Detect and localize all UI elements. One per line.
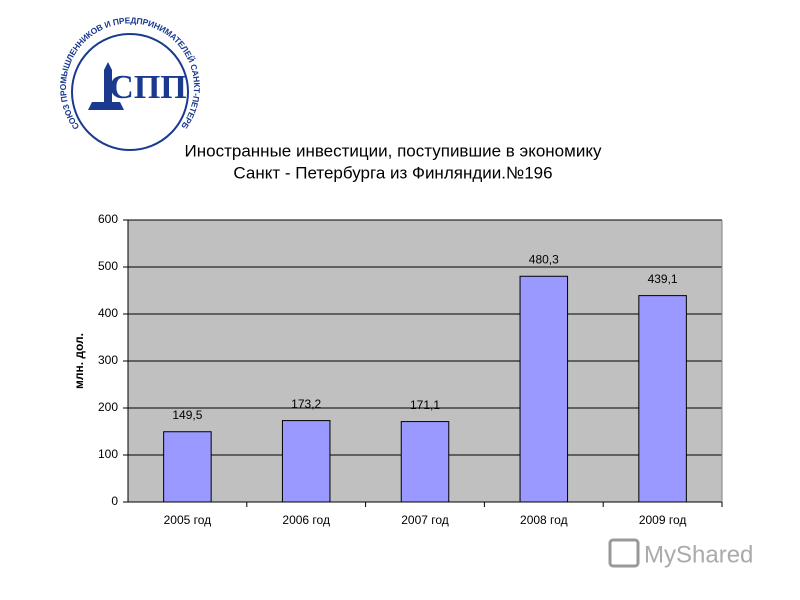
y-tick-label: 100	[98, 447, 118, 461]
x-tick-label: 2009 год	[639, 513, 687, 527]
logo-ring-path: СОЮЗ ПРОМЫШЛЕННИКОВ И ПРЕДПРИНИМАТЕЛЕЙ С…	[0, 0, 202, 131]
bar	[638, 295, 687, 503]
logo-ring-text: СОЮЗ ПРОМЫШЛЕННИКОВ И ПРЕДПРИНИМАТЕЛЕЙ С…	[0, 0, 202, 131]
value-label: 171,1	[410, 398, 440, 412]
bar	[163, 431, 212, 503]
watermark: MyShared	[608, 538, 753, 568]
watermark-text: MyShared	[644, 541, 753, 568]
x-tick-label: 2005 год	[164, 513, 212, 527]
value-label: 173,2	[291, 397, 321, 411]
bar	[281, 420, 331, 503]
y-axis-label: млн. дол.	[72, 333, 86, 389]
watermark-icon	[608, 538, 640, 568]
value-label: 439,1	[648, 272, 678, 286]
x-tick-label: 2008 год	[520, 513, 568, 527]
value-label: 149,5	[172, 408, 202, 422]
y-tick-label: 200	[98, 400, 118, 414]
y-tick-label: 0	[111, 494, 118, 508]
y-tick-label: 400	[98, 306, 118, 320]
logo-icon	[88, 62, 124, 110]
x-tick-label: 2006 год	[282, 513, 330, 527]
y-tick-label: 500	[98, 259, 118, 273]
x-tick-label: 2007 год	[401, 513, 449, 527]
y-tick-label: 300	[98, 353, 118, 367]
bar	[400, 421, 450, 503]
value-label: 480,3	[529, 252, 559, 266]
chart-title: Иностранные инвестиции, поступившие в эк…	[185, 141, 602, 160]
y-tick-label: 600	[98, 212, 118, 226]
bar	[519, 275, 569, 503]
chart-title: Санкт - Петербурга из Финляндии.№196	[233, 163, 552, 182]
logo-letters: СПП	[109, 69, 186, 106]
logo: СОЮЗ ПРОМЫШЛЕННИКОВ И ПРЕДПРИНИМАТЕЛЕЙ С…	[0, 0, 202, 151]
logo-ring	[71, 33, 189, 151]
